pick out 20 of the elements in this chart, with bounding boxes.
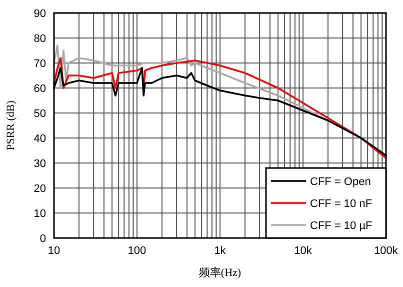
x-tick-label: 10 (48, 245, 60, 257)
y-tick-label: 20 (34, 183, 46, 195)
x-axis-title: 频率(Hz) (198, 266, 242, 279)
y-tick-label: 90 (34, 8, 46, 20)
y-tick-label: 50 (34, 108, 46, 120)
legend-label: CFF = 10 µF (310, 220, 373, 232)
y-tick-label: 70 (34, 58, 46, 70)
y-axis-title: PSRR (dB) (5, 100, 17, 150)
y-tick-label: 60 (34, 83, 46, 95)
x-tick-label: 1k (214, 245, 226, 257)
y-tick-label: 10 (34, 208, 46, 220)
y-tick-label: 40 (34, 133, 46, 145)
x-tick-label: 100 (128, 245, 146, 257)
x-tick-label: 100k (374, 245, 398, 257)
legend-label: CFF = Open (310, 176, 371, 188)
x-tick-label: 10k (294, 245, 312, 257)
y-tick-label: 30 (34, 158, 46, 170)
y-tick-label: 80 (34, 33, 46, 45)
y-tick-label: 0 (40, 233, 46, 245)
legend-label: CFF = 10 nF (310, 198, 372, 210)
